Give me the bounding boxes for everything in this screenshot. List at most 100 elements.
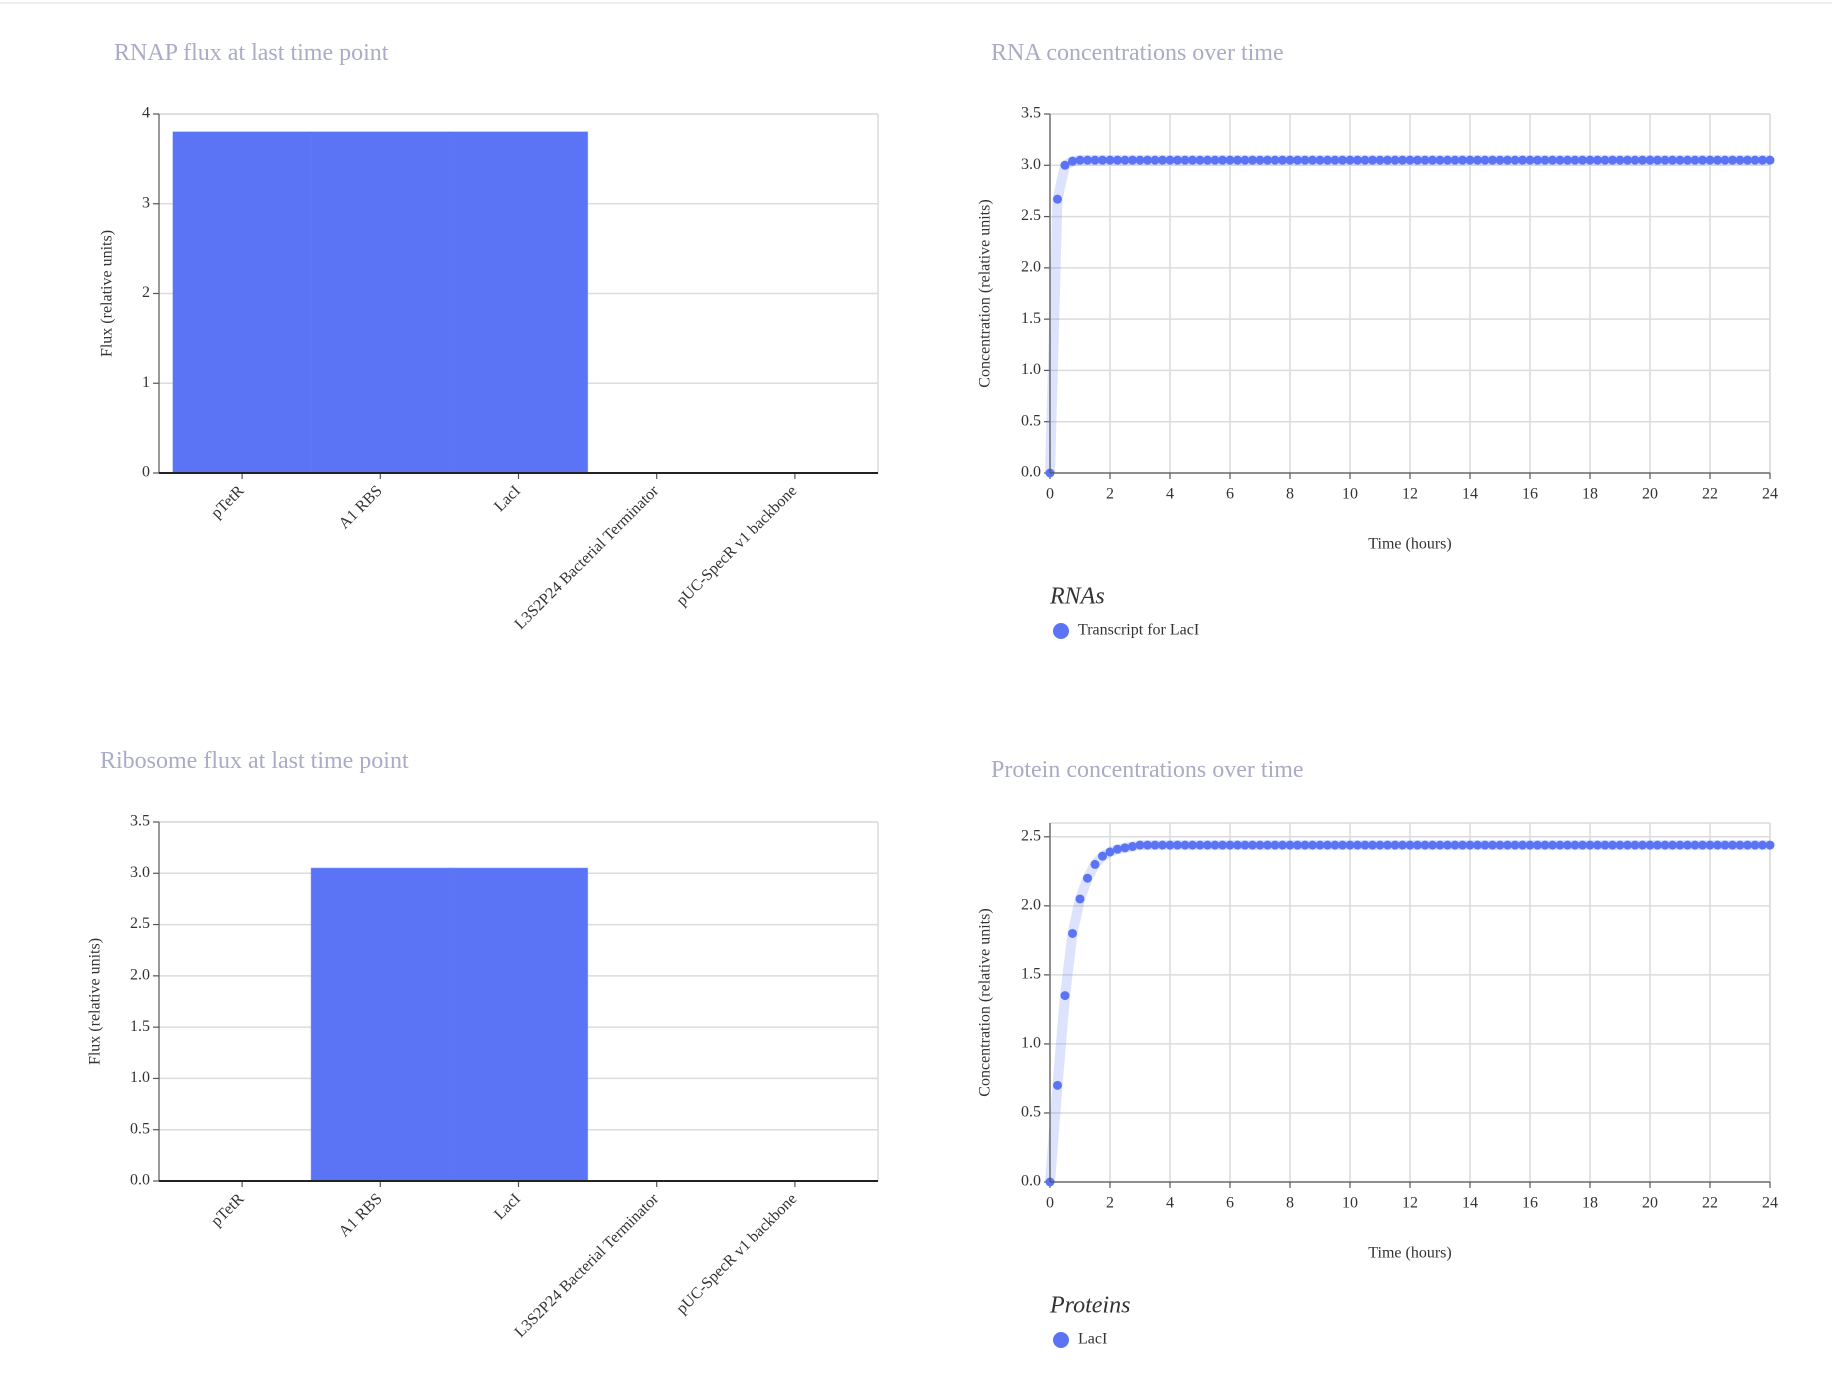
data-point <box>1683 155 1692 165</box>
data-point <box>1165 840 1175 850</box>
data-point <box>1233 840 1242 850</box>
x-axis-label: Time (hours) <box>1368 1245 1451 1262</box>
data-point <box>1630 840 1640 850</box>
data-point <box>1435 155 1445 165</box>
y-tick-label: 0.0 <box>130 1172 150 1189</box>
data-point <box>1338 840 1347 850</box>
x-tick-label: 6 <box>1226 486 1234 503</box>
x-tick-label: pUC-SpecR v1 backbone <box>673 1190 800 1317</box>
data-point <box>1285 840 1295 850</box>
data-point <box>1600 155 1610 165</box>
data-point <box>1698 155 1707 165</box>
data-point <box>1510 840 1520 850</box>
y-tick-label: 0.5 <box>130 1120 150 1137</box>
data-point <box>1128 841 1137 851</box>
bar <box>310 867 450 1182</box>
data-point <box>1413 840 1422 850</box>
data-point <box>1180 155 1190 165</box>
y-axis-label: Concentration (relative units) <box>977 908 994 1096</box>
x-tick-label: 8 <box>1286 1195 1294 1212</box>
legend-label: LacI <box>1078 1331 1107 1348</box>
data-point <box>1690 840 1700 850</box>
data-point <box>1668 840 1677 850</box>
data-point <box>1615 155 1625 165</box>
data-point <box>1548 155 1557 165</box>
x-tick-label: 18 <box>1582 486 1598 503</box>
data-point <box>1465 155 1475 165</box>
data-point <box>1398 840 1407 850</box>
data-point <box>1120 155 1130 165</box>
data-point <box>1765 155 1775 165</box>
data-point <box>1495 840 1505 850</box>
data-point <box>1668 155 1677 165</box>
data-point <box>1113 844 1122 854</box>
data-point <box>1083 155 1092 165</box>
y-tick-label: 2 <box>142 284 150 301</box>
data-point <box>1518 840 1527 850</box>
data-point <box>1240 840 1250 850</box>
data-point <box>1570 155 1580 165</box>
x-tick-label: 6 <box>1226 1195 1234 1212</box>
data-point <box>1578 840 1587 850</box>
data-point <box>1225 840 1235 850</box>
data-point <box>1105 155 1115 165</box>
data-point <box>1540 840 1550 850</box>
data-point <box>1518 155 1527 165</box>
x-tick-label: pTetR <box>208 482 248 522</box>
legend-marker <box>1053 1332 1069 1348</box>
data-point <box>1653 155 1662 165</box>
data-point <box>1098 155 1107 165</box>
data-point <box>1120 843 1130 853</box>
data-point <box>1113 155 1122 165</box>
x-tick-label: pTetR <box>208 1190 248 1230</box>
data-point <box>1345 155 1355 165</box>
data-point <box>1428 155 1437 165</box>
legend-title: RNAs <box>1049 584 1105 610</box>
y-tick-label: 1.0 <box>130 1069 150 1086</box>
data-point <box>1578 155 1587 165</box>
data-point <box>1150 840 1160 850</box>
x-tick-label: 14 <box>1462 1195 1478 1212</box>
y-tick-label: 2.5 <box>1021 207 1041 224</box>
data-point <box>1690 155 1700 165</box>
x-tick-label: A1 RBS <box>336 1190 386 1240</box>
x-tick-label: 0 <box>1046 1195 1054 1212</box>
data-point <box>1075 894 1085 904</box>
y-tick-label: 0.0 <box>1021 1173 1041 1190</box>
chart-title: RNAP flux at last time point <box>114 40 389 66</box>
data-point <box>1263 155 1272 165</box>
x-tick-label: 0 <box>1046 486 1054 503</box>
x-tick-label: LacI <box>491 482 524 515</box>
data-point <box>1360 155 1370 165</box>
y-tick-label: 1 <box>142 374 150 391</box>
y-tick-label: 2.0 <box>1021 259 1041 276</box>
y-tick-label: 2.5 <box>130 915 150 932</box>
data-point <box>1758 155 1767 165</box>
data-point <box>1233 155 1242 165</box>
data-point <box>1465 840 1475 850</box>
data-point <box>1330 155 1340 165</box>
data-point <box>1488 155 1497 165</box>
data-point <box>1420 840 1430 850</box>
data-point <box>1278 155 1287 165</box>
x-tick-label: 10 <box>1342 486 1358 503</box>
data-point <box>1750 840 1760 850</box>
x-tick-label: 22 <box>1702 1195 1718 1212</box>
data-point <box>1585 155 1595 165</box>
y-tick-label: 1.0 <box>1021 1035 1041 1052</box>
bar <box>448 131 589 474</box>
data-point <box>1278 840 1287 850</box>
data-point <box>1705 840 1715 850</box>
data-point <box>1248 155 1257 165</box>
y-tick-label: 1.0 <box>1021 361 1041 378</box>
y-tick-label: 1.5 <box>1021 310 1041 327</box>
data-point <box>1240 155 1250 165</box>
data-point <box>1750 155 1760 165</box>
data-point <box>1593 155 1602 165</box>
data-point <box>1203 840 1212 850</box>
bar <box>448 867 589 1182</box>
data-point <box>1675 840 1685 850</box>
data-point <box>1255 840 1265 850</box>
data-point <box>1128 155 1137 165</box>
x-tick-label: 4 <box>1166 486 1174 503</box>
